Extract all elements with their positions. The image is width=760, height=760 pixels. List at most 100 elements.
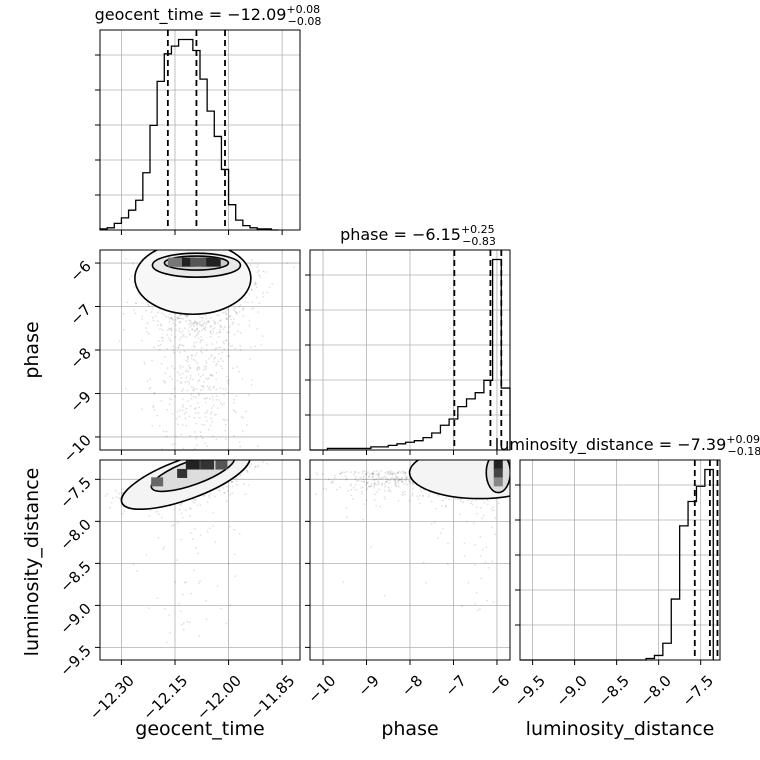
sample-point: [188, 322, 191, 325]
sample-point: [322, 487, 325, 490]
sample-point: [404, 479, 407, 482]
sample-point: [180, 512, 183, 515]
sample-point: [162, 430, 165, 433]
sample-point: [193, 417, 196, 419]
sample-point: [185, 316, 188, 319]
sample-point: [331, 480, 334, 483]
sample-point: [307, 481, 309, 483]
sample-point: [206, 420, 208, 422]
sample-point: [427, 496, 430, 498]
sample-point: [206, 378, 209, 381]
sample-point: [378, 474, 381, 477]
sample-point: [256, 465, 259, 468]
density-bin-luminosity-distance-vs-phase: [493, 460, 503, 471]
sample-point: [422, 561, 425, 564]
sample-point: [231, 492, 234, 495]
sample-point: [383, 490, 386, 492]
sample-point: [417, 498, 420, 500]
sample-point: [198, 635, 201, 637]
sample-point: [242, 315, 245, 317]
sample-point: [385, 481, 388, 483]
sample-point: [491, 526, 493, 529]
sample-point: [200, 336, 203, 338]
sample-point: [344, 471, 346, 474]
sample-point: [226, 485, 229, 488]
sample-point: [421, 494, 424, 497]
sample-point: [226, 317, 228, 320]
sample-point: [133, 286, 136, 289]
sample-point: [373, 479, 375, 481]
sample-point: [338, 486, 341, 489]
sample-point: [411, 492, 414, 495]
sample-point: [384, 472, 387, 474]
sample-point: [401, 494, 404, 496]
sample-point: [211, 354, 213, 357]
sample-point: [216, 395, 219, 397]
sample-point: [154, 451, 156, 453]
sample-point: [175, 417, 178, 420]
sample-point: [206, 321, 208, 324]
sample-point: [397, 477, 400, 479]
sample-point: [250, 346, 253, 348]
sample-point: [394, 473, 397, 476]
sample-point: [164, 372, 167, 375]
sample-point: [206, 530, 209, 533]
sample-point: [201, 388, 204, 391]
sample-point: [195, 388, 198, 390]
sample-point: [169, 328, 172, 331]
sample-point: [213, 357, 216, 360]
sample-point: [132, 263, 135, 265]
sample-point: [179, 365, 182, 367]
sample-point: [195, 329, 198, 332]
sample-point: [212, 360, 215, 363]
sample-point: [249, 465, 251, 468]
sample-point: [184, 581, 186, 584]
sample-point: [394, 475, 397, 478]
sample-point: [126, 301, 128, 304]
sample-point: [181, 390, 184, 393]
sample-point: [147, 304, 150, 307]
sample-point: [225, 339, 228, 342]
sample-point: [218, 352, 220, 355]
sample-point: [184, 580, 187, 583]
sample-point: [386, 480, 388, 483]
sample-point: [239, 349, 242, 351]
sample-point: [194, 330, 196, 333]
sample-point: [262, 270, 265, 273]
sample-point: [185, 424, 188, 427]
sample-point: [264, 271, 267, 273]
sample-point: [191, 328, 194, 331]
sample-point: [190, 354, 193, 357]
sample-point: [217, 346, 220, 349]
sample-point: [210, 335, 212, 338]
sample-point: [238, 311, 241, 313]
sample-point: [380, 477, 383, 479]
sample-point: [244, 493, 247, 496]
sample-point: [173, 387, 176, 390]
sample-point: [475, 592, 478, 594]
sample-point: [339, 472, 342, 475]
sample-point: [259, 276, 261, 279]
sample-point: [202, 327, 205, 330]
sample-point: [208, 527, 211, 530]
density-bin-phase-vs-geocent-time: [175, 257, 196, 267]
sample-point: [321, 473, 324, 476]
sample-point: [217, 407, 219, 410]
sample-point: [177, 423, 180, 426]
sample-point: [231, 485, 234, 488]
sample-point: [218, 489, 221, 492]
sample-point: [248, 293, 251, 296]
sample-point: [498, 502, 500, 505]
sample-point: [406, 484, 409, 486]
sample-point: [153, 392, 156, 394]
sample-point: [352, 498, 354, 501]
sample-point: [214, 321, 216, 324]
sample-point: [118, 492, 121, 495]
sample-point: [178, 344, 181, 347]
sample-point: [219, 346, 222, 349]
sample-point: [199, 375, 202, 378]
sample-point: [251, 308, 253, 310]
ytick-label-phase: −7: [66, 301, 94, 329]
sample-point: [151, 308, 154, 310]
sample-point: [180, 376, 183, 379]
